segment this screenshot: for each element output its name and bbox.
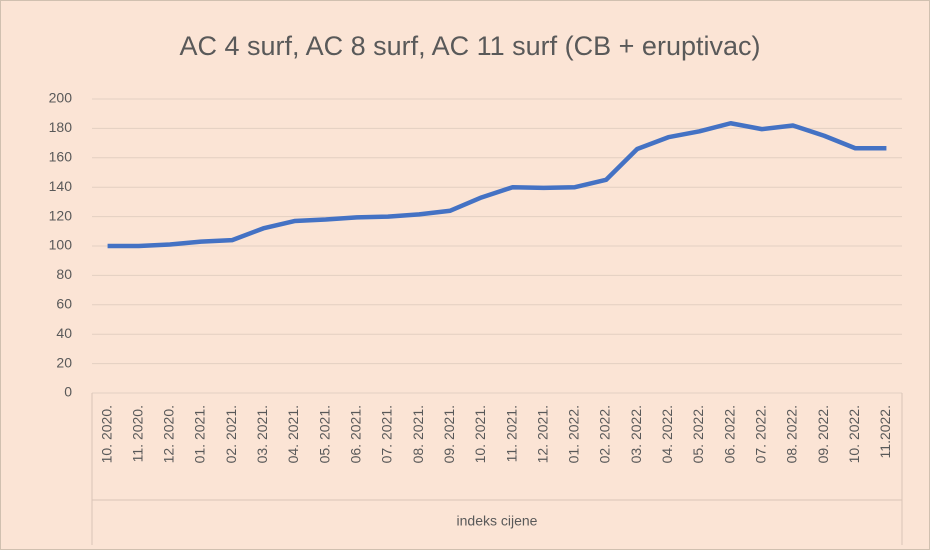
x-tick-label: 10. 2020.: [98, 405, 114, 463]
x-tick-label: 05. 2022.: [690, 405, 706, 463]
x-tick-label: 11. 2020.: [129, 405, 145, 462]
x-tick-label: 07. 2022.: [753, 405, 769, 463]
y-tick-label: 160: [49, 149, 73, 165]
x-tick-label: 01. 2021.: [192, 405, 208, 463]
x-tick-label: 06. 2022.: [721, 405, 737, 463]
x-tick-label: 03. 2022.: [628, 405, 644, 463]
x-tick-label: 09. 2021.: [441, 405, 457, 463]
y-tick-label: 80: [56, 266, 72, 282]
y-tick-label: 200: [49, 90, 73, 106]
chart-title: AC 4 surf, AC 8 surf, AC 11 surf (CB + e…: [180, 31, 761, 61]
y-tick-label: 60: [56, 296, 72, 312]
x-tick-label: 07. 2021.: [379, 405, 395, 463]
x-tick-label: 08. 2021.: [410, 405, 426, 463]
y-tick-label: 40: [56, 325, 72, 341]
y-tick-label: 140: [49, 178, 73, 194]
x-tick-label: 12. 2021.: [534, 405, 550, 463]
x-tick-label: 12. 2020.: [161, 405, 177, 463]
x-tick-label: 06. 2021.: [348, 405, 364, 463]
y-tick-label: 100: [49, 237, 73, 253]
x-tick-label: 01. 2022.: [566, 405, 582, 463]
x-tick-label: 03. 2021.: [254, 405, 270, 463]
x-tick-label: 09. 2022.: [815, 405, 831, 463]
x-tick-label: 04. 2021.: [285, 405, 301, 463]
x-tick-label: 02. 2021.: [223, 405, 239, 463]
x-tick-label: 11.2022.: [877, 405, 893, 458]
x-tick-label: 08. 2022.: [784, 405, 800, 463]
x-tick-label: 02. 2022.: [597, 405, 613, 463]
x-tick-label: 10. 2021.: [472, 405, 488, 463]
data-line: [107, 121, 887, 249]
y-tick-label: 20: [56, 354, 72, 370]
y-tick-label: 0: [64, 384, 72, 400]
y-tick-label: 120: [49, 207, 73, 223]
x-tick-label: 10. 2022.: [846, 405, 862, 463]
x-tick-label: 05. 2021.: [316, 405, 332, 463]
y-tick-label: 180: [49, 119, 73, 135]
x-tick-label: 04. 2022.: [659, 405, 675, 463]
legend-label: indeks cijene: [457, 513, 538, 529]
x-tick-label: 11. 2021.: [503, 405, 519, 462]
